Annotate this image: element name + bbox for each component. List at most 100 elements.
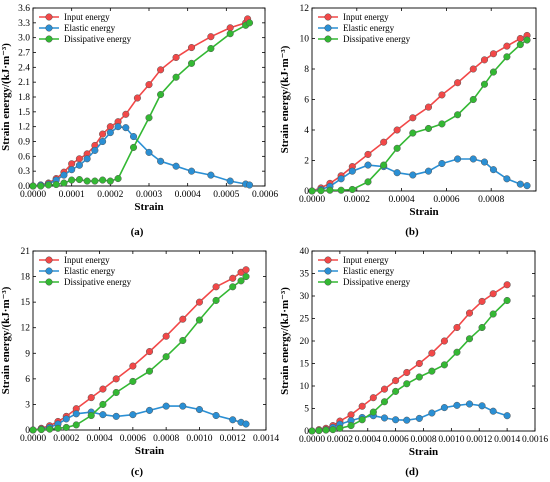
data-point-elastic	[129, 133, 138, 141]
legend-label-elastic: Elastic energy	[343, 266, 395, 276]
y-tick-label: 21	[21, 247, 31, 257]
data-point-elastic	[187, 167, 196, 175]
y-tick-label: 20	[300, 337, 310, 347]
y-tick-label: 15	[300, 360, 310, 370]
data-point-elastic	[438, 160, 446, 168]
data-point-input	[195, 298, 203, 306]
data-point-dissipative	[229, 283, 237, 291]
data-point-elastic	[91, 146, 99, 154]
legend-label-input: Input energy	[64, 255, 110, 265]
x-tick-label: 0.0002	[53, 434, 79, 444]
data-point-input	[99, 385, 107, 393]
data-point-input	[428, 349, 436, 357]
data-point-input	[145, 81, 153, 89]
data-point-dissipative	[347, 422, 355, 430]
data-point-elastic	[162, 402, 170, 410]
chart-panel-1: 0.0000 0.0001 0.0002 0.0003 0.0004 0.0005 0.00…	[0, 4, 278, 238]
data-point-dissipative	[52, 180, 60, 189]
legend-label-dissipative: Dissipative energy	[64, 34, 132, 44]
y-tick-label: 12	[300, 4, 310, 14]
y-tick-label: 0	[304, 427, 309, 437]
data-point-dissipative	[337, 186, 345, 194]
data-point-input	[157, 66, 165, 74]
data-point-dissipative	[503, 296, 511, 305]
data-point-input	[207, 33, 215, 41]
data-point-elastic	[453, 401, 461, 409]
data-point-elastic	[489, 407, 497, 415]
x-tick-label: 0.0005	[213, 190, 239, 200]
y-tick-label: 3.3	[18, 19, 30, 29]
data-point-dissipative	[478, 323, 486, 332]
data-point-dissipative	[187, 59, 196, 67]
data-point-elastic	[83, 155, 91, 163]
data-point-elastic	[122, 124, 130, 132]
legend-marker-input	[45, 256, 53, 264]
y-tick-label: 1.5	[18, 108, 30, 118]
y-tick-label: 0	[25, 426, 30, 436]
y-tick-label: 0	[304, 187, 309, 197]
data-point-elastic	[454, 155, 462, 163]
data-point-elastic	[337, 175, 345, 183]
data-point-elastic	[428, 409, 436, 417]
data-point-dissipative	[453, 348, 461, 356]
data-point-input	[503, 281, 511, 289]
x-tick-label: 0.0004	[389, 195, 415, 205]
legend-marker-input	[324, 256, 332, 264]
data-point-dissipative	[157, 90, 165, 99]
data-point-elastic	[72, 410, 80, 418]
data-point-elastic	[114, 123, 122, 131]
data-point-elastic	[465, 400, 474, 408]
panel-caption: (b)	[405, 226, 419, 238]
series-line-elastic	[32, 125, 250, 187]
data-point-dissipative	[348, 185, 356, 194]
legend-label-input: Input energy	[343, 255, 389, 265]
data-point-dissipative	[91, 177, 99, 185]
data-point-elastic	[516, 180, 524, 188]
y-axis-label: Strain energy/(kJ·m⁻³)	[0, 43, 12, 151]
legend-label-input: Input energy	[343, 12, 389, 22]
data-point-input	[112, 375, 120, 383]
y-tick-label: 8	[304, 65, 309, 75]
data-point-input	[454, 79, 462, 87]
data-point-input	[369, 394, 377, 402]
data-point-dissipative	[226, 30, 234, 38]
legend-marker-input	[45, 13, 53, 21]
legend-marker-dissipative	[324, 278, 332, 286]
x-axis-label: Strain	[135, 445, 164, 457]
y-tick-label: 6	[25, 375, 30, 385]
data-point-dissipative	[129, 377, 137, 385]
x-tick-label: 0.0002	[327, 435, 353, 445]
data-point-dissipative	[424, 124, 433, 133]
data-point-dissipative	[172, 73, 180, 81]
data-point-elastic	[380, 414, 389, 422]
data-point-input	[415, 359, 423, 368]
x-tick-label: 0.0010	[186, 434, 212, 444]
data-point-input	[516, 34, 524, 43]
data-point-dissipative	[37, 182, 45, 190]
data-point-elastic	[469, 155, 477, 163]
y-tick-label: 0.9	[18, 138, 30, 148]
data-point-input	[129, 362, 137, 370]
data-point-input	[106, 123, 114, 131]
y-tick-label: 2	[304, 157, 309, 167]
x-tick-label: 0.0012	[220, 434, 246, 444]
data-point-dissipative	[403, 380, 411, 388]
data-point-input	[179, 315, 187, 323]
data-point-dissipative	[112, 388, 120, 397]
data-point-elastic	[503, 175, 511, 183]
data-point-dissipative	[393, 144, 401, 152]
y-tick-label: 4	[304, 126, 309, 136]
x-tick-label: 0.0010	[438, 435, 464, 445]
data-point-input	[403, 368, 411, 377]
data-point-elastic	[415, 414, 423, 422]
y-tick-label: 0.0	[18, 182, 30, 192]
data-point-dissipative	[336, 424, 344, 432]
data-point-elastic	[172, 162, 180, 170]
data-point-elastic	[245, 181, 254, 189]
data-point-dissipative	[317, 187, 325, 195]
y-tick-label: 3.0	[18, 34, 30, 44]
data-point-dissipative	[99, 400, 107, 408]
x-tick-label: 0.0008	[153, 434, 179, 444]
